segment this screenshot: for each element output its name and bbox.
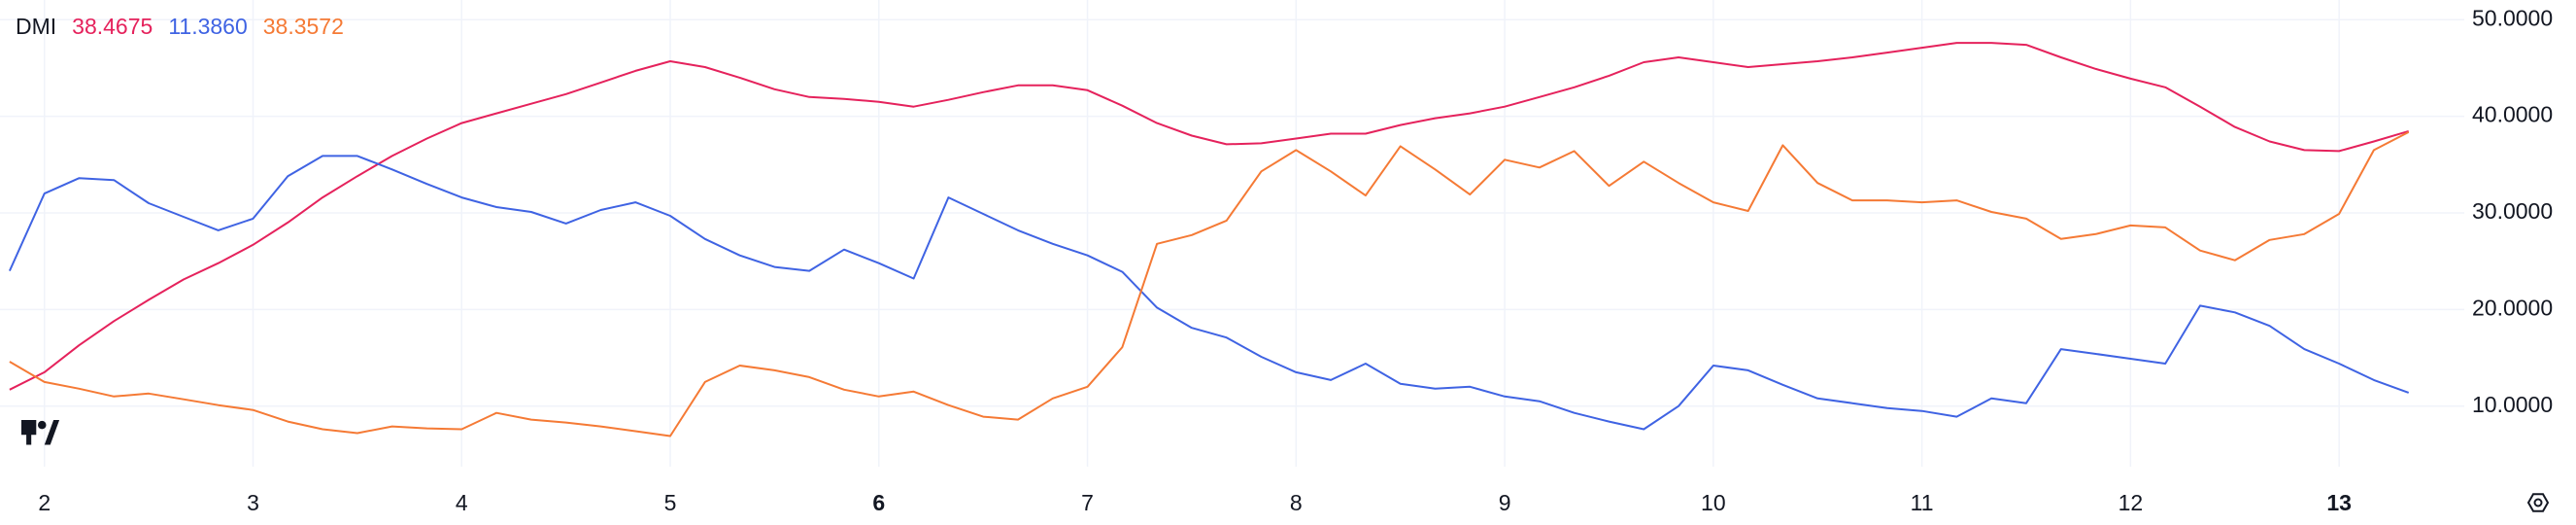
x-tick-label: 12 xyxy=(2118,490,2144,515)
x-tick-label: 8 xyxy=(1290,490,1303,515)
legend-title: DMI xyxy=(16,14,56,39)
x-tick-label: 13 xyxy=(2326,490,2352,515)
y-tick-label: 50.0000 xyxy=(2472,5,2553,30)
legend-value: 38.3572 xyxy=(263,14,344,39)
settings-icon[interactable] xyxy=(2526,493,2550,512)
x-tick-label: 10 xyxy=(1701,490,1726,515)
x-tick-label: 4 xyxy=(456,490,468,515)
grid xyxy=(0,0,2464,467)
dmi-line xyxy=(9,42,2409,391)
y-tick-label: 30.0000 xyxy=(2472,198,2553,224)
dmi-line xyxy=(8,155,2410,431)
x-tick-label: 9 xyxy=(1499,490,1511,515)
legend: DMI 38.4675 11.3860 38.3572 xyxy=(16,14,344,39)
legend-value: 11.3860 xyxy=(168,14,247,39)
x-tick-label: 3 xyxy=(247,490,259,515)
x-tick-label: 2 xyxy=(38,490,51,515)
x-tick-label: 5 xyxy=(664,490,677,515)
x-tick-label: 6 xyxy=(872,490,885,515)
y-tick-label: 10.0000 xyxy=(2472,392,2553,417)
y-tick-label: 40.0000 xyxy=(2472,102,2553,127)
legend-value: 38.4675 xyxy=(72,14,153,39)
dmi-line xyxy=(9,131,2410,438)
x-tick-label: 7 xyxy=(1081,490,1094,515)
x-tick-label: 11 xyxy=(1911,490,1934,515)
y-tick-label: 20.0000 xyxy=(2472,295,2553,320)
tradingview-logo xyxy=(21,420,60,445)
